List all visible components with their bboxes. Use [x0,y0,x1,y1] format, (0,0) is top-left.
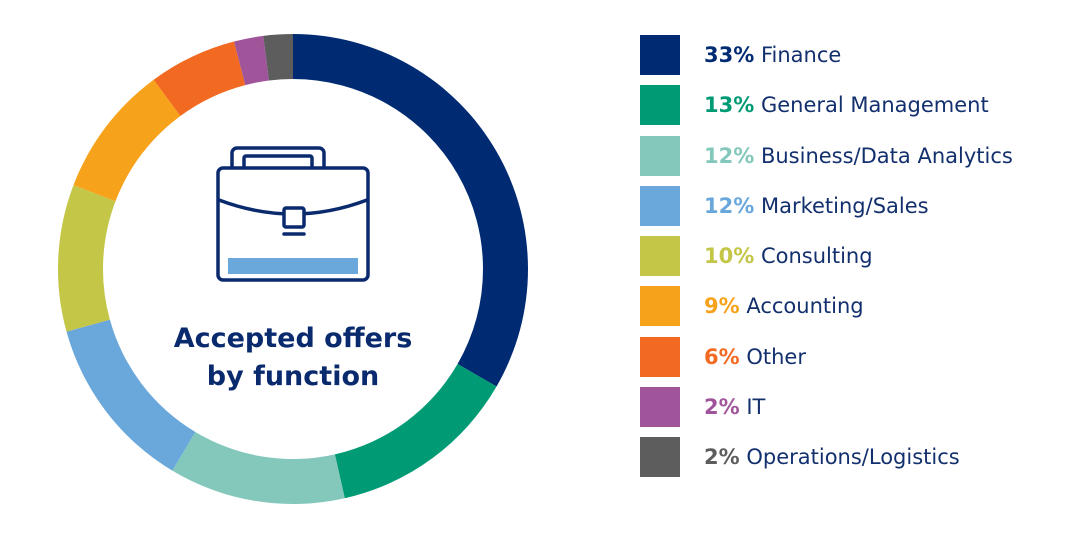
legend-item-accounting: 9% Accounting [640,286,1070,327]
legend-swatch [640,236,680,276]
legend-value: 33% [704,43,755,67]
legend-text: 2% Operations/Logistics [704,445,960,469]
donut-slice-operations-logistics [263,34,293,81]
legend-text: 12% Marketing/Sales [704,194,929,218]
legend-value: 2% [704,445,740,469]
legend-value: 2% [704,394,740,419]
legend-text: 33% Finance [704,43,841,67]
legend-value: 9% [704,294,740,319]
legend-text: 9% Accounting [704,294,864,318]
legend-swatch [640,286,680,327]
legend-item-marketing-sales: 12% Marketing/Sales [640,185,1070,226]
chart-title-line-2: by function [207,361,379,392]
legend-swatch [640,35,680,75]
legend-value: 13% [704,93,755,118]
legend: 33% Finance 13% General Management 12% B… [640,35,1070,487]
donut-slice-business-data-analytics [172,432,345,505]
legend-swatch [640,437,680,477]
legend-label: General Management [760,93,989,118]
legend-label: Operations/Logistics [746,445,960,469]
legend-swatch [640,135,680,176]
legend-item-it: 2% IT [640,386,1070,427]
legend-label: Consulting [760,244,873,268]
legend-label: Marketing/Sales [760,193,929,218]
legend-value: 10% [704,244,755,268]
donut-slice-general-management [334,364,497,499]
donut-slice-finance [293,34,528,387]
donut-slice-consulting [58,185,116,332]
legend-label: Other [746,344,806,369]
donut-chart: Accepted offers by function [58,34,528,505]
legend-item-operations-logistics: 2% Operations/Logistics [640,437,1070,477]
legend-swatch [640,85,680,126]
legend-item-general-management: 13% General Management [640,85,1070,126]
legend-value: 12% [704,143,755,168]
donut-slice-marketing-sales [66,319,196,471]
legend-item-finance: 33% Finance [640,35,1070,75]
legend-item-other: 6% Other [640,336,1070,377]
chart-title-line-1: Accepted offers [174,323,413,354]
legend-text: 6% Other [704,345,806,369]
donut-slices [58,34,528,505]
donut-slice-other [153,41,246,116]
legend-swatch [640,386,680,427]
legend-text: 12% Business/Data Analytics [704,144,1013,168]
donut-slice-it [233,35,269,86]
legend-value: 6% [704,344,740,369]
legend-text: 10% Consulting [704,244,873,268]
legend-text: 13% General Management [704,93,989,117]
legend-label: IT [746,394,766,419]
briefcase-icon [216,146,370,282]
legend-swatch [640,336,680,377]
legend-label: Finance [760,43,842,67]
legend-label: Accounting [746,294,864,319]
legend-item-consulting: 10% Consulting [640,236,1070,276]
legend-item-business-data-analytics: 12% Business/Data Analytics [640,135,1070,176]
legend-label: Business/Data Analytics [760,143,1013,168]
legend-text: 2% IT [704,395,765,419]
legend-swatch [640,185,680,226]
donut-slice-accounting [73,79,181,202]
legend-value: 12% [704,193,755,218]
